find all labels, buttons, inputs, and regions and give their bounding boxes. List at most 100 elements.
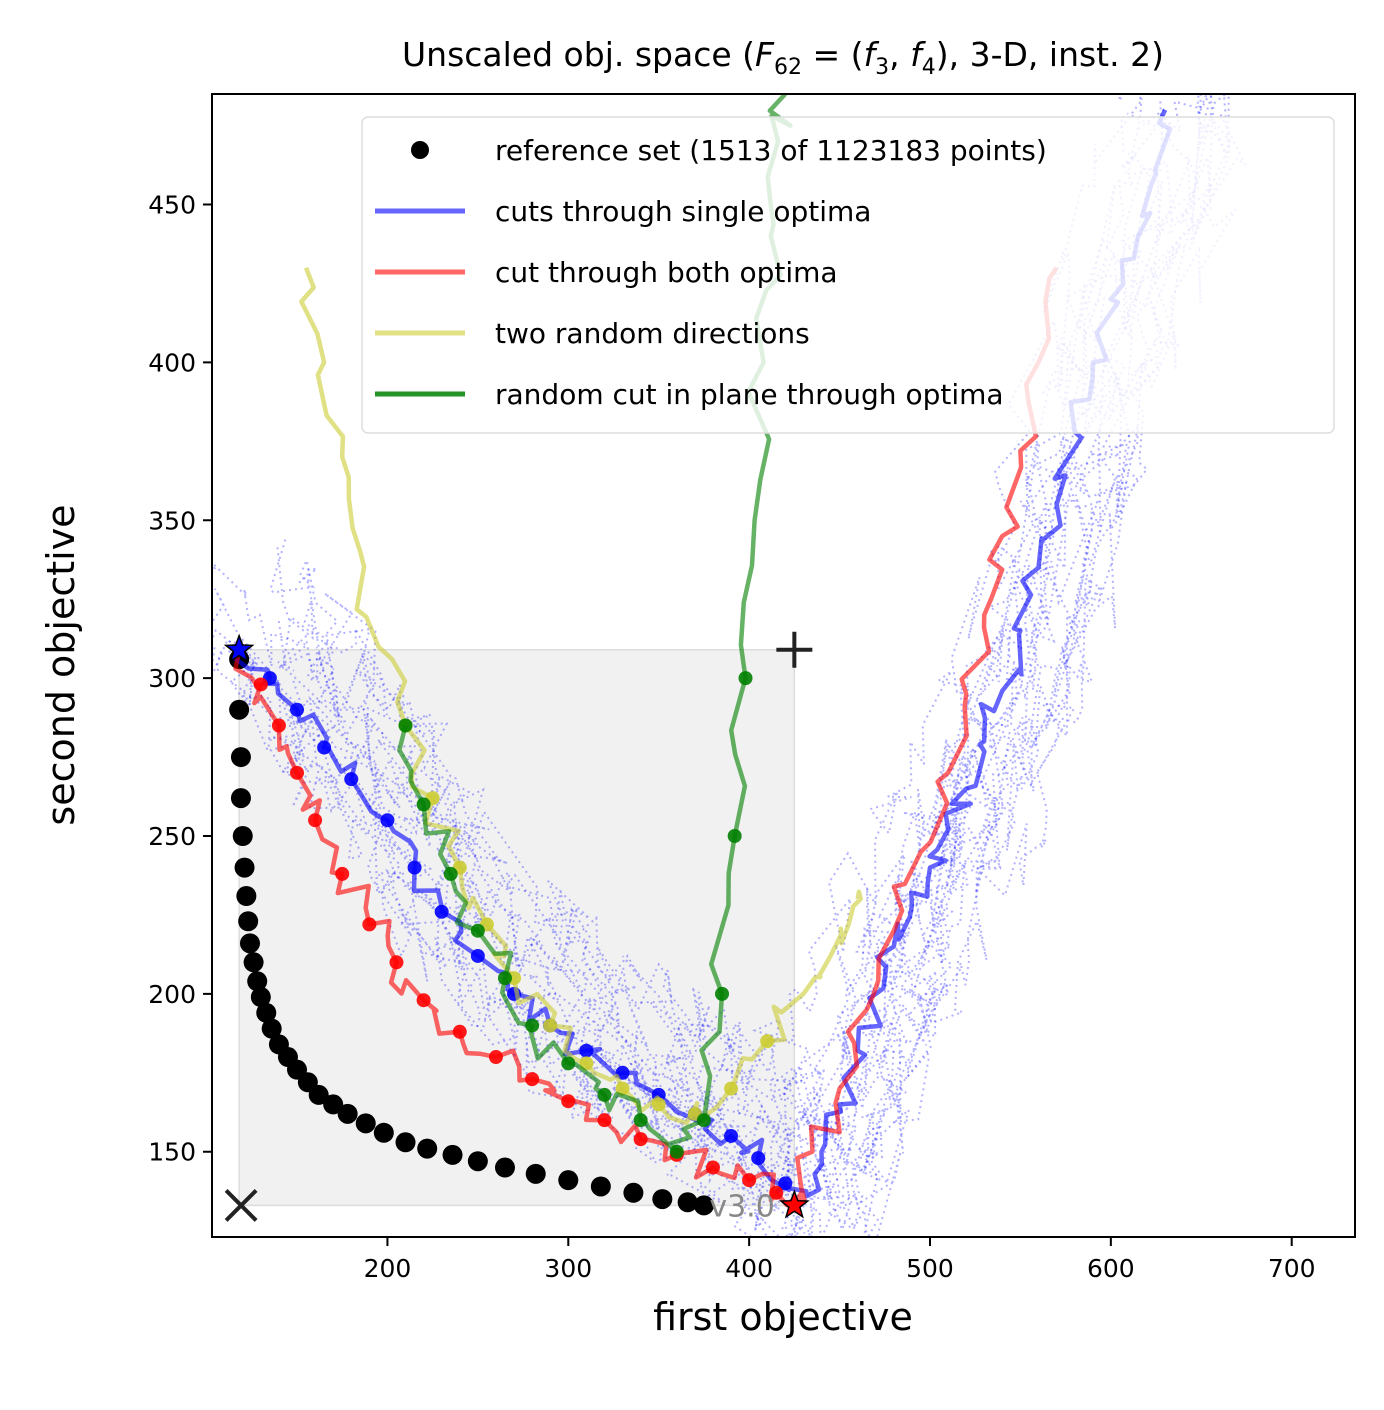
- y-tick-label: 350: [148, 506, 196, 535]
- reference-point: [229, 699, 250, 720]
- series-point: [290, 765, 305, 780]
- marker-group: v3.0: [223, 631, 813, 1224]
- reference-point: [395, 1132, 416, 1153]
- background-cut-line: [212, 94, 1152, 1234]
- reference-point: [558, 1170, 579, 1191]
- reference-point: [677, 1192, 698, 1213]
- series-line: [233, 266, 1059, 1208]
- series-point: [407, 860, 422, 875]
- reference-point: [247, 971, 268, 992]
- legend: reference set (1513 of 1123183 points) cu…: [361, 116, 1335, 434]
- series-line: [233, 108, 1173, 1199]
- series-point: [715, 986, 730, 1001]
- reference-point: [355, 1113, 376, 1134]
- series-point: [751, 1151, 766, 1166]
- y-axis-title: second objective: [39, 504, 83, 825]
- series-point: [705, 1160, 720, 1175]
- series-point: [597, 1087, 612, 1102]
- series-point: [470, 948, 485, 963]
- series-point: [434, 904, 449, 919]
- x-tick-label: 700: [1268, 1254, 1316, 1283]
- x-tick-label: 600: [1087, 1254, 1135, 1283]
- reference-point: [590, 1176, 611, 1197]
- series-point: [470, 923, 485, 938]
- background-cut-line: [281, 94, 1214, 1194]
- legend-label: two random directions: [495, 317, 810, 350]
- reference-point: [256, 1002, 277, 1023]
- series-point: [769, 1185, 784, 1200]
- reference-point: [250, 987, 271, 1008]
- background-cut-line: [212, 117, 1144, 1230]
- series-point: [597, 1113, 612, 1128]
- legend-frame: [361, 116, 1335, 434]
- reference-point: [234, 857, 255, 878]
- background-cut-line: [212, 94, 1143, 1146]
- series-point: [651, 1097, 666, 1112]
- background-cut-line: [277, 94, 1229, 1200]
- legend-label: reference set (1513 of 1123183 points): [495, 134, 1047, 167]
- series-point: [497, 971, 512, 986]
- series-point: [362, 917, 377, 932]
- reference-point: [239, 933, 260, 954]
- series-point: [389, 955, 404, 970]
- series-point: [760, 1034, 775, 1049]
- legend-label: random cut in plane through optima: [495, 378, 1004, 411]
- series-point: [561, 1056, 576, 1071]
- reference-point: [236, 885, 257, 906]
- series-point: [335, 866, 350, 881]
- series-point: [579, 1043, 594, 1058]
- y-tick-label: 300: [148, 664, 196, 693]
- reference-point: [525, 1163, 546, 1184]
- series-point: [317, 740, 332, 755]
- reference-point: [232, 826, 253, 847]
- background-cut-line: [277, 114, 1232, 1237]
- optimum-2-star: [778, 1189, 810, 1219]
- reference-point: [238, 911, 259, 932]
- series-point: [443, 866, 458, 881]
- series-point: [724, 1128, 739, 1143]
- reference-point: [308, 1084, 329, 1105]
- background-cut-line: [216, 108, 1165, 1237]
- reference-point: [442, 1144, 463, 1165]
- x-axis-title: first objective: [653, 1295, 913, 1339]
- x-tick-label: 500: [906, 1254, 954, 1283]
- series-point: [727, 829, 742, 844]
- background-cut-line: [276, 94, 1213, 1165]
- series-point: [380, 813, 395, 828]
- reference-point: [494, 1157, 515, 1178]
- reference-point: [230, 747, 251, 768]
- series-point: [742, 1173, 757, 1188]
- series-point: [488, 1050, 503, 1065]
- y-tick-label: 200: [148, 980, 196, 1009]
- optimum-1-star: [223, 633, 255, 663]
- series-point: [344, 772, 359, 787]
- plot-frame: [211, 93, 1356, 1238]
- series-point: [633, 1113, 648, 1128]
- series-point: [696, 1113, 711, 1128]
- chart-title: Unscaled obj. space (F62 = (f3, f4), 3-D…: [402, 35, 1164, 80]
- x-tick-label: 300: [544, 1254, 592, 1283]
- series-group: [229, 94, 1173, 1216]
- series-point: [271, 718, 286, 733]
- y-tick-label: 150: [148, 1138, 196, 1167]
- version-label: v3.0: [709, 1189, 774, 1224]
- series-point: [543, 1018, 558, 1033]
- series-point: [308, 813, 323, 828]
- reference-point: [243, 952, 264, 973]
- nadir-point-marker: [776, 631, 813, 668]
- x-tick-label: 200: [364, 1254, 412, 1283]
- reference-point: [417, 1138, 438, 1159]
- y-tick-label: 400: [148, 348, 196, 377]
- x-tick-label: 400: [725, 1254, 773, 1283]
- series-point: [778, 1176, 793, 1191]
- reference-point: [323, 1094, 344, 1115]
- reference-point: [652, 1189, 673, 1210]
- reference-point: [373, 1122, 394, 1143]
- reference-point: [261, 1018, 282, 1039]
- series-point: [633, 1132, 648, 1147]
- series-point: [579, 1056, 594, 1071]
- series-point: [738, 671, 753, 686]
- series-point: [724, 1081, 739, 1096]
- series-point: [290, 702, 305, 717]
